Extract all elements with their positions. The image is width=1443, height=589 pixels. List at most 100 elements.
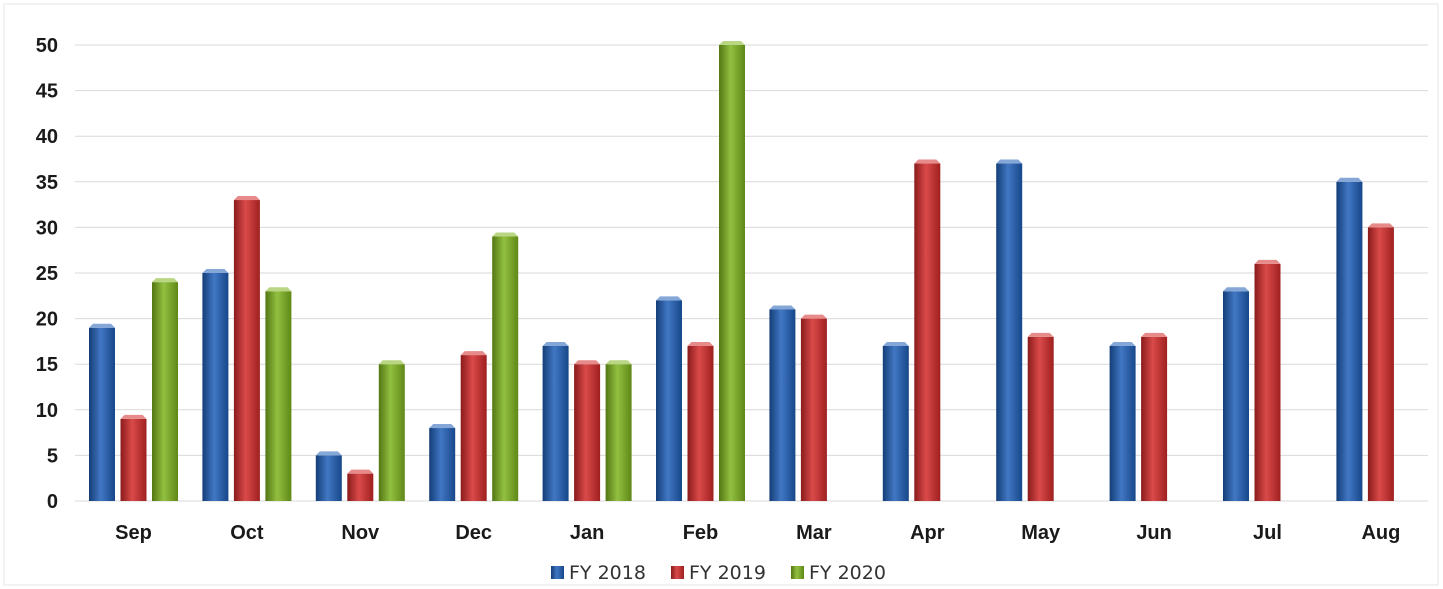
chart-frame <box>3 3 1439 586</box>
bar-top <box>347 469 374 474</box>
y-tick-label: 10 <box>36 400 58 422</box>
bar-body <box>914 163 941 501</box>
legend: FY 2018 FY 2019 FY 2020 <box>551 562 886 584</box>
bar-fy-2020-sep <box>152 278 178 501</box>
bar-top <box>89 323 115 328</box>
y-tick-label: 0 <box>47 491 58 513</box>
bar-top <box>202 269 229 273</box>
bar-fy-2018-jan <box>542 341 569 501</box>
bar-fy-2019-jan <box>574 360 601 501</box>
bar-body <box>1336 181 1363 502</box>
legend-item-fy-2019: FY 2019 <box>671 562 766 584</box>
bar-top <box>233 196 260 201</box>
bar-body <box>152 282 178 501</box>
bar-top <box>152 278 178 283</box>
bar-fy-2018-jun <box>1109 341 1136 501</box>
bar-body <box>347 473 374 501</box>
legend-label: FY 2018 <box>569 562 646 584</box>
bar-top <box>605 360 632 365</box>
bar-top <box>492 232 519 237</box>
x-tick-label: Jun <box>1136 522 1172 544</box>
bar-body <box>1254 263 1281 501</box>
x-tick-label: Mar <box>796 522 832 544</box>
x-axis-ticks: Sep Oct Nov Dec Jan Feb Mar Apr May Jun Jul Aug <box>115 522 1400 544</box>
bar-body <box>687 345 714 501</box>
bar-fy-2019-feb <box>687 341 714 501</box>
bar-body <box>89 327 115 501</box>
bar-body <box>120 418 147 501</box>
bar-body <box>769 309 796 501</box>
bar-top <box>687 341 714 346</box>
bar-top <box>1367 223 1394 228</box>
bar-body <box>233 200 260 502</box>
bar-body <box>460 355 487 501</box>
x-tick-label: Sep <box>115 522 152 544</box>
bar-fy-2019-aug <box>1367 223 1394 501</box>
legend-swatch <box>791 566 804 579</box>
bar-top <box>1223 287 1249 292</box>
bar-fy-2019-sep <box>120 414 147 501</box>
y-tick-label: 5 <box>47 445 58 467</box>
bar-top <box>1254 259 1281 264</box>
x-tick-label: Nov <box>341 522 380 544</box>
bar-top <box>120 414 147 419</box>
bar-fy-2018-mar <box>769 305 796 501</box>
x-tick-label: May <box>1021 522 1061 544</box>
bar-top <box>378 360 405 365</box>
bar-top <box>429 424 456 429</box>
bar-body <box>800 318 827 501</box>
bar-body <box>315 455 342 501</box>
bar-top <box>542 341 569 346</box>
x-tick-label: Jul <box>1253 522 1282 544</box>
bar-fy-2019-nov <box>347 469 374 501</box>
bar-body <box>882 345 909 501</box>
bar-body <box>1141 336 1168 501</box>
bar-fy-2019-apr <box>914 159 941 501</box>
bar-top <box>656 296 682 301</box>
bar-fy-2020-jan <box>605 360 632 501</box>
bar-top <box>574 360 601 365</box>
bar-body <box>542 345 569 501</box>
bar-body <box>1367 227 1394 501</box>
bar-fy-2018-nov <box>315 451 342 501</box>
bar-top <box>460 351 487 356</box>
x-tick-label: Jan <box>570 522 604 544</box>
y-tick-label: 15 <box>36 354 58 376</box>
y-tick-label: 30 <box>36 217 58 239</box>
legend-item-fy-2018: FY 2018 <box>551 562 646 584</box>
x-tick-label: Oct <box>230 522 264 544</box>
x-tick-label: Apr <box>910 522 945 544</box>
bar-fy-2019-mar <box>800 314 827 501</box>
x-tick-label: Feb <box>683 522 719 544</box>
legend-swatch <box>551 566 564 579</box>
bar-top <box>1027 332 1054 337</box>
bar-fy-2020-feb <box>719 41 745 501</box>
bar-body <box>605 364 632 501</box>
bar-body <box>378 364 405 501</box>
bar-fy-2018-aug <box>1336 177 1363 502</box>
legend-label: FY 2020 <box>809 562 886 584</box>
x-tick-label: Aug <box>1361 522 1400 544</box>
y-tick-label: 45 <box>36 81 58 103</box>
bar-body <box>429 428 456 501</box>
bar-fy-2018-sep <box>89 323 115 501</box>
legend-label: FY 2019 <box>689 562 766 584</box>
bar-fy-2018-oct <box>202 269 229 501</box>
bar-fy-2019-dec <box>460 351 487 501</box>
bar-top <box>315 451 342 456</box>
bar-top <box>800 314 827 319</box>
bar-body <box>492 236 519 501</box>
legend-swatch <box>671 566 684 579</box>
bar-body <box>1027 336 1054 501</box>
bar-top <box>882 341 909 346</box>
bar-top <box>996 159 1023 164</box>
bar-fy-2020-oct <box>265 287 292 501</box>
bar-top <box>265 287 292 292</box>
bar-fy-2019-oct <box>233 196 260 502</box>
bars <box>89 41 1394 502</box>
bar-fy-2018-dec <box>429 424 456 501</box>
bar-body <box>1109 345 1136 501</box>
bar-fy-2018-jul <box>1223 287 1249 501</box>
bar-fy-2018-apr <box>882 341 909 501</box>
